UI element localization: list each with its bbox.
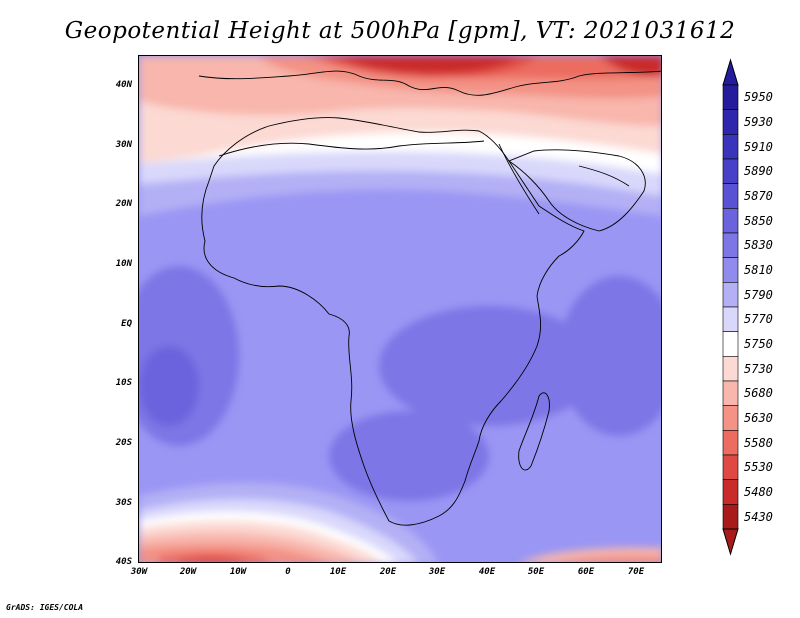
red-sea [498,143,540,215]
lat-label-20s: 20S [115,438,132,448]
band-5850-west [139,346,199,426]
lat-label-30s: 30S [115,498,132,508]
coastlines [198,70,661,526]
colorbar-label-5870: 5870 [744,189,773,203]
colorbar-label-5730: 5730 [744,361,773,376]
colorbar-label-5930: 5930 [744,115,773,129]
colorbar-label-5910: 5910 [744,139,773,154]
band-south-5580 [179,556,245,562]
colorbar-cell-5830 [722,232,739,258]
lat-label-10n: 10N [115,259,132,269]
colorbar-cell-5630 [722,405,739,431]
band-5830-central [379,306,599,426]
lon-label-10w: 10W [229,567,247,577]
lon-label-10e: 10E [329,567,347,577]
chart-title: Geopotential Height at 500hPa [gpm], VT:… [64,18,736,44]
lat-label-40n: 40N [115,80,132,90]
colorbar-bottom-arrow [722,528,739,556]
colorbar-label-5790: 5790 [744,287,773,302]
colorbar-cell-5680 [722,380,739,406]
colorbar-label-5430: 5430 [744,509,773,524]
colorbar-cell-5890 [722,158,739,184]
arabia [508,149,646,232]
colorbar-cell-5750 [722,331,739,357]
colorbar-label-5680: 5680 [744,386,773,401]
colorbar-label-5890: 5890 [744,164,773,179]
colorbar-label-5830: 5830 [744,238,773,253]
colorbar-cell-5870 [722,183,739,209]
lon-label-30e: 30E [428,567,446,577]
lat-label-10s: 10S [115,378,132,388]
colorbar-cell-5480 [722,479,739,505]
colorbar-label-5810: 5810 [744,263,773,277]
lon-label-0: 0 [285,567,291,577]
colorbar-cell-5790 [722,282,739,308]
lon-label-40e: 40E [478,567,496,577]
band-5530 [339,56,519,74]
map-plot-area [138,55,662,563]
colorbar-cell-5810 [722,257,739,283]
europe-coast [198,70,661,96]
lat-label-20n: 20N [115,199,132,209]
lon-label-70e: 70E [627,567,645,577]
colorbar-cell-5730 [722,356,739,382]
mediterranean [218,140,485,157]
colorbar-label-5480: 5480 [744,485,773,499]
lat-label-40s: 40S [115,557,132,567]
colorbar-cell-5770 [722,306,739,332]
africa-coastline [201,117,585,526]
lon-label-20w: 20W [179,567,197,577]
colorbar-label-5630: 5630 [744,411,773,425]
colorbar [722,58,739,556]
lat-label-30n: 30N [115,140,132,150]
colorbar-cell-5430 [722,504,739,530]
colorbar-cell-5850 [722,208,739,234]
colorbar-top-arrow [722,58,739,86]
colorbar-label-5530: 5530 [744,460,773,475]
band-5830-south [329,411,489,501]
colorbar-label-5850: 5850 [744,213,773,228]
madagascar [518,392,550,471]
colorbar-label-5950: 5950 [744,90,773,105]
lon-label-60e: 60E [577,567,595,577]
band-5830-east [559,276,661,436]
colorbar-cell-5580 [722,430,739,456]
lon-label-30w: 30W [130,567,148,577]
band-5480-ne [599,56,661,77]
software-credit: GrADS: IGES/COLA [6,603,84,612]
lon-label-50e: 50E [527,567,545,577]
colorbar-cell-5950 [722,84,739,110]
colorbar-cell-5930 [722,109,739,135]
colorbar-label-5770: 5770 [744,312,773,327]
colorbar-label-5750: 5750 [744,337,773,351]
band-southeast-inner [557,555,661,562]
colorbar-cell-5910 [722,134,739,160]
lon-label-20e: 20E [379,567,397,577]
persian-gulf [578,165,630,187]
colorbar-label-5580: 5580 [744,435,773,450]
height-field-map [139,56,661,562]
colorbar-cell-5530 [722,454,739,480]
lat-label-eq: EQ [121,319,132,329]
